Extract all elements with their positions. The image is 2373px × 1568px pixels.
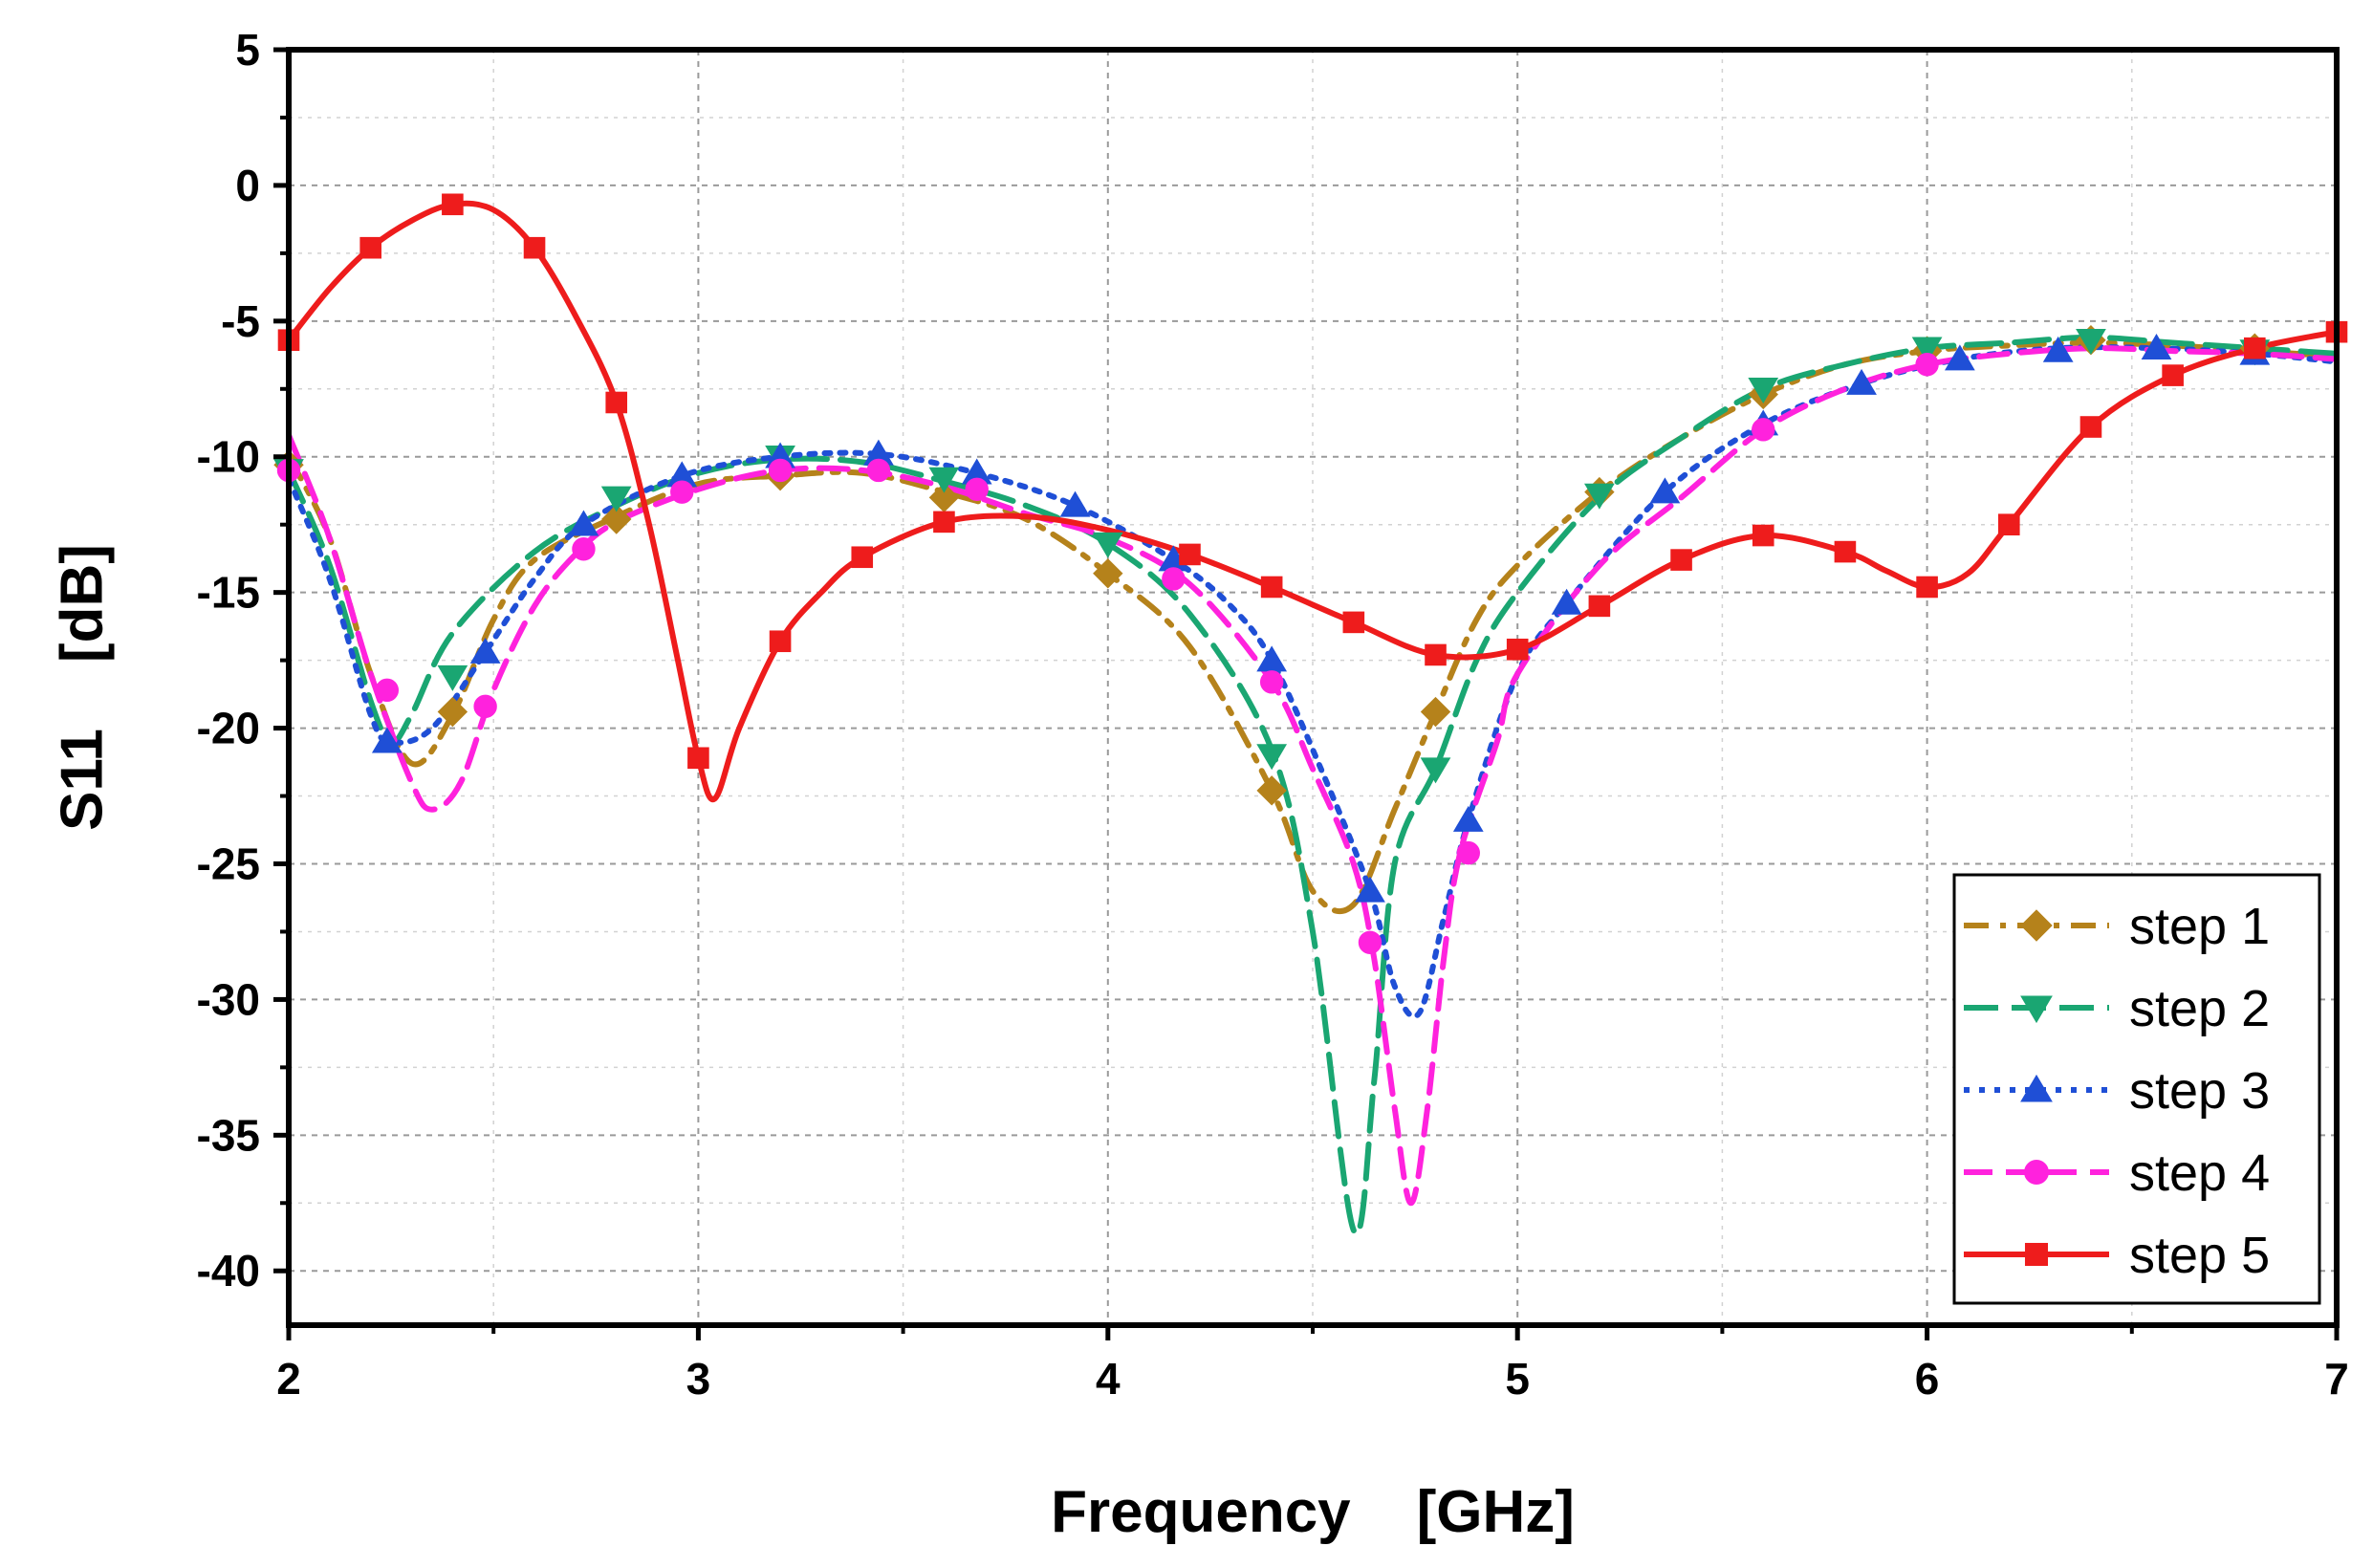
marker-step-1 (1093, 558, 1123, 589)
marker-step-4 (1259, 670, 1284, 694)
legend-marker-step-2 (2020, 995, 2053, 1024)
y-tick-label: -5 (221, 296, 260, 346)
y-tick-label: -25 (197, 838, 260, 888)
marker-step-3 (1059, 490, 1091, 517)
marker-step-5 (851, 546, 874, 569)
marker-step-5 (1997, 513, 2020, 536)
marker-step-3 (469, 637, 501, 664)
legend-marker-step-1 (2020, 909, 2053, 942)
marker-step-2 (1256, 744, 1288, 771)
legend-label-step-5: step 5 (2129, 1227, 2270, 1284)
marker-step-3 (2042, 336, 2074, 362)
marker-step-5 (1588, 595, 1611, 618)
marker-step-5 (1506, 638, 1529, 661)
marker-step-2 (928, 467, 960, 493)
marker-step-4 (965, 477, 989, 502)
marker-step-2 (1911, 337, 1943, 363)
x-tick-label: 7 (2324, 1354, 2349, 1404)
series-line-step-4 (286, 345, 2340, 1207)
marker-step-2 (1748, 378, 1779, 404)
marker-step-5 (442, 193, 464, 216)
y-tick-label: -35 (197, 1110, 260, 1160)
marker-step-4 (1162, 567, 1186, 591)
marker-step-2 (600, 486, 632, 512)
y-tick-label: -20 (197, 704, 260, 753)
x-tick-label: 6 (1915, 1354, 1940, 1404)
marker-step-5 (1670, 549, 1692, 571)
x-tick-label: 3 (686, 1354, 711, 1404)
marker-step-3 (1355, 876, 1385, 903)
marker-step-2 (1584, 483, 1615, 510)
x-tick-label: 2 (276, 1354, 301, 1404)
legend-marker-step-4 (2024, 1160, 2049, 1185)
marker-step-4 (473, 694, 497, 719)
y-tick-label: -15 (197, 568, 260, 618)
x-tick-label: 4 (1096, 1354, 1121, 1404)
marker-step-5 (605, 391, 628, 414)
legend-label-step-2: step 2 (2129, 980, 2270, 1037)
y-tick-label: 5 (235, 25, 260, 75)
marker-step-2 (437, 664, 468, 691)
y-tick-label: -10 (197, 432, 260, 482)
marker-step-5 (359, 236, 381, 259)
legend-label-step-1: step 1 (2129, 898, 2270, 955)
marker-step-3 (1846, 368, 1877, 395)
marker-step-2 (2076, 328, 2106, 355)
legend-marker-step-5 (2024, 1242, 2049, 1267)
series-markers (273, 193, 2348, 954)
marker-step-1 (601, 504, 632, 534)
marker-step-3 (568, 510, 599, 536)
marker-step-4 (1915, 353, 1939, 377)
marker-step-5 (687, 747, 709, 770)
marker-step-5 (933, 511, 955, 534)
marker-step-5 (1260, 576, 1283, 599)
legend-label-step-3: step 3 (2129, 1062, 2270, 1120)
marker-step-4 (1358, 930, 1382, 954)
legend-label-step-4: step 4 (2129, 1144, 2270, 1202)
marker-step-4 (768, 458, 793, 483)
marker-step-4 (375, 678, 400, 703)
marker-step-3 (1256, 645, 1288, 672)
marker-step-5 (1916, 576, 1938, 599)
marker-step-5 (1342, 611, 1365, 634)
marker-step-5 (1425, 643, 1447, 666)
marker-step-5 (1752, 524, 1774, 547)
marker-step-4 (866, 458, 891, 483)
x-tick-label: 5 (1505, 1354, 1530, 1404)
marker-step-2 (1092, 532, 1123, 558)
y-tick-label: -40 (197, 1246, 260, 1296)
y-tick-label: -30 (197, 974, 260, 1024)
marker-step-4 (1752, 418, 1775, 442)
marker-step-5 (2162, 364, 2184, 386)
marker-step-5 (2079, 416, 2102, 438)
marker-step-3 (1551, 588, 1582, 615)
marker-step-3 (2141, 333, 2172, 359)
legend: step 1 step 2 step 3 step 4 step 5 (1952, 873, 2321, 1305)
marker-step-5 (1834, 540, 1857, 563)
marker-step-5 (1179, 543, 1201, 566)
marker-step-5 (2244, 337, 2266, 359)
x-axis-title: Frequency [GHz] (1051, 1479, 1575, 1545)
marker-step-1 (1420, 696, 1451, 728)
marker-step-1 (1256, 775, 1287, 806)
series-line-step-2 (286, 334, 2340, 1237)
marker-step-3 (371, 727, 403, 753)
marker-step-4 (1456, 840, 1480, 865)
marker-step-2 (1420, 757, 1451, 784)
legend-marker-step-3 (2020, 1074, 2053, 1102)
marker-step-5 (523, 236, 546, 259)
marker-step-1 (437, 696, 468, 728)
axis-ticks: 2 3 4 5 6 7 5 0 -5 -10 -15 -20 -25 -30 -35 -40 (197, 25, 2349, 1404)
marker-step-4 (572, 537, 596, 561)
marker-step-3 (1649, 477, 1681, 504)
marker-step-5 (769, 630, 792, 653)
marker-step-3 (1452, 805, 1484, 832)
marker-step-3 (1944, 344, 1975, 371)
y-axis-title: S11 [dB] (50, 544, 116, 831)
y-tick-label: 0 (235, 161, 260, 210)
marker-step-4 (670, 480, 694, 504)
